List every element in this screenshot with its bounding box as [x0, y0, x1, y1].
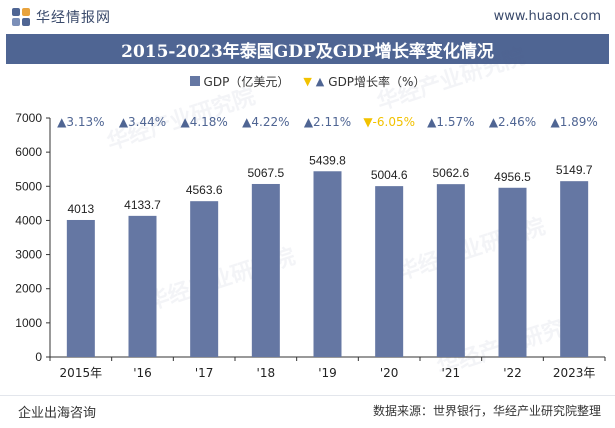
gdp-bar: [436, 184, 465, 357]
x-tick-label: '19: [318, 366, 337, 380]
x-tick-label: '16: [133, 366, 152, 380]
gdp-value-label: 5067.5: [247, 166, 284, 180]
gdp-bar: [190, 201, 219, 357]
legend-triangle-down-icon: ▼: [303, 74, 312, 88]
legend-item-growth: ▼ ▲ GDP增长率（%）: [303, 73, 425, 90]
growth-rate-label: ▲2.46%: [489, 115, 536, 129]
growth-rate-label: ▲3.13%: [57, 115, 104, 129]
gdp-bar: [560, 181, 589, 357]
growth-rate-label: ▼-6.05%: [363, 115, 415, 129]
legend-bar-swatch-icon: [189, 76, 200, 86]
footer-source-text: 数据来源：世界银行，华经产业研究院整理: [372, 404, 601, 418]
x-tick-label: '21: [442, 366, 461, 380]
y-tick-label: 1000: [15, 316, 42, 330]
y-tick-label: 7000: [15, 111, 42, 125]
watermark-text: 华经产业研究院: [374, 43, 529, 115]
legend-item-gdp: GDP（亿美元）: [189, 73, 290, 90]
gdp-bar: [251, 183, 280, 357]
chart-title-bar: 2015-2023年泰国GDP及GDP增长率变化情况: [6, 34, 609, 64]
growth-rate-label: ▲1.57%: [427, 115, 474, 129]
growth-rate-label: ▲1.89%: [550, 115, 597, 129]
gdp-bar: [313, 171, 342, 357]
growth-rate-label: ▲2.11%: [304, 115, 351, 129]
logo-icon: [12, 8, 30, 26]
logo-text: 华经情报网: [36, 10, 111, 26]
gdp-value-label: 4133.7: [124, 198, 161, 212]
x-tick-label: 2023年: [553, 366, 596, 380]
legend-triangle-up-icon: ▲: [315, 74, 325, 88]
top-bar: 华经情报网 www.huaon.com: [0, 0, 615, 34]
footer-left-text: 企业出海咨询: [18, 406, 97, 421]
y-tick-label: 6000: [15, 145, 42, 159]
gdp-value-label: 4956.5: [494, 170, 531, 184]
y-tick-label: 3000: [15, 248, 42, 262]
chart-legend: GDP（亿美元） ▼ ▲ GDP增长率（%）: [0, 72, 615, 90]
x-tick-label: '22: [503, 366, 522, 380]
gdp-value-label: 5004.6: [371, 168, 408, 182]
growth-rate-label: ▲3.44%: [119, 115, 166, 129]
x-tick-label: '18: [257, 366, 276, 380]
gdp-value-label: 5062.6: [432, 166, 469, 180]
logo[interactable]: 华经情报网: [12, 7, 111, 27]
chart-title: 2015-2023年泰国GDP及GDP增长率变化情况: [121, 41, 494, 62]
gdp-bar: [128, 215, 157, 357]
growth-rate-label: ▲4.18%: [180, 115, 227, 129]
growth-rate-label: ▲4.22%: [242, 115, 289, 129]
y-tick-label: 0: [35, 350, 42, 364]
footer: 企业出海咨询 数据来源：世界银行，华经产业研究院整理: [0, 395, 615, 428]
gdp-bar: [375, 186, 404, 357]
y-tick-label: 5000: [15, 179, 42, 193]
site-url-link[interactable]: www.huaon.com: [493, 9, 601, 24]
bar-chart: 华经产业研究院华经产业研究院华经产业研究院华经产业研究院华经产业研究院01000…: [15, 43, 606, 381]
gdp-value-label: 5149.7: [556, 163, 593, 177]
x-tick-label: 2015年: [60, 366, 103, 380]
gdp-bar: [498, 187, 527, 357]
y-tick-label: 2000: [15, 282, 42, 296]
legend-label-gdp: GDP（亿美元）: [203, 74, 290, 89]
gdp-value-label: 4013: [67, 202, 94, 216]
gdp-value-label: 4563.6: [186, 183, 223, 197]
gdp-value-label: 5439.8: [309, 153, 346, 167]
x-tick-label: '20: [380, 366, 399, 380]
gdp-bar: [66, 219, 95, 357]
y-tick-label: 4000: [15, 213, 42, 227]
x-tick-label: '17: [195, 366, 214, 380]
legend-label-growth: GDP增长率（%）: [328, 74, 426, 89]
